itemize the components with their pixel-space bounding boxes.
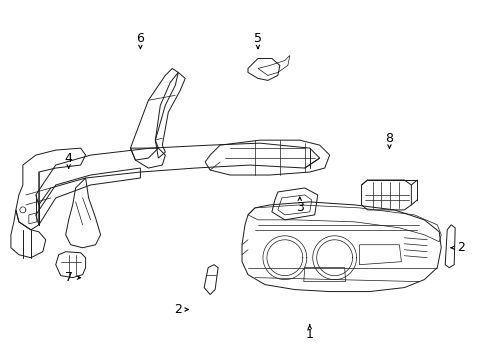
Text: 3: 3 xyxy=(296,201,304,215)
Text: 6: 6 xyxy=(137,32,145,45)
Text: 2: 2 xyxy=(174,303,182,316)
Text: 4: 4 xyxy=(65,152,73,165)
Text: 7: 7 xyxy=(65,271,73,284)
Text: 2: 2 xyxy=(457,241,465,254)
Text: 8: 8 xyxy=(386,132,393,145)
Text: 1: 1 xyxy=(306,328,314,341)
Text: 5: 5 xyxy=(254,32,262,45)
